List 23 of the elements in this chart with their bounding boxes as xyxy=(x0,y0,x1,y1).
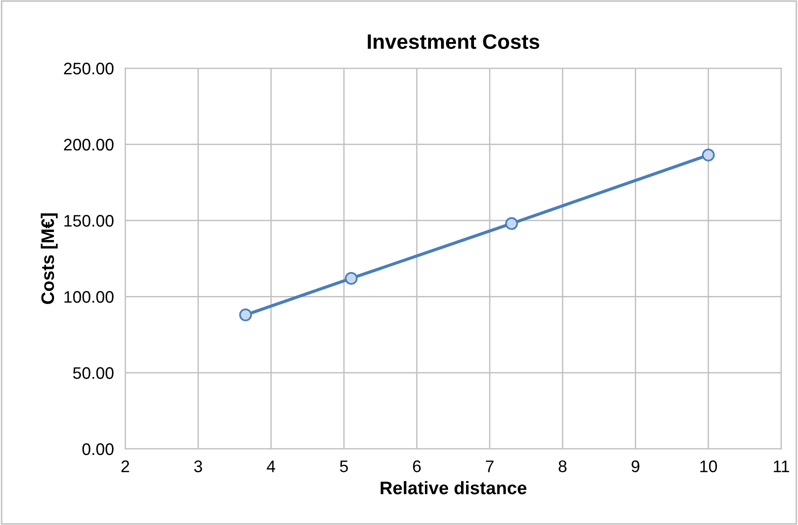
x-tick-label: 6 xyxy=(413,460,421,472)
point xyxy=(344,272,358,285)
y-axis-title: Costs [M€] xyxy=(40,213,58,304)
point xyxy=(702,148,715,162)
x-tick-label: 3 xyxy=(194,460,202,472)
point xyxy=(239,308,252,322)
y-tick-label: 200.00 xyxy=(64,138,114,151)
y-tick-label: 250.00 xyxy=(64,62,114,74)
x-tick-label: 9 xyxy=(632,460,640,472)
x-tick-label: 7 xyxy=(486,460,494,472)
x-axis-title: Relative distance xyxy=(380,481,526,494)
x-tick-label: 10 xyxy=(700,460,717,472)
y-tick-label: 0.00 xyxy=(82,443,114,456)
point xyxy=(505,217,518,230)
y-tick-label: 150.00 xyxy=(64,214,114,227)
x-tick-label: 4 xyxy=(266,460,276,472)
x-tick-label: 11 xyxy=(774,460,790,472)
y-tick-label: 50.00 xyxy=(73,367,114,379)
y-tick-label: 100.00 xyxy=(64,291,114,303)
chart-title: Investment Costs xyxy=(368,34,540,50)
x-tick-label: 2 xyxy=(121,460,130,472)
x-tick-label: 5 xyxy=(340,460,348,472)
x-tick-label: 8 xyxy=(558,460,566,472)
